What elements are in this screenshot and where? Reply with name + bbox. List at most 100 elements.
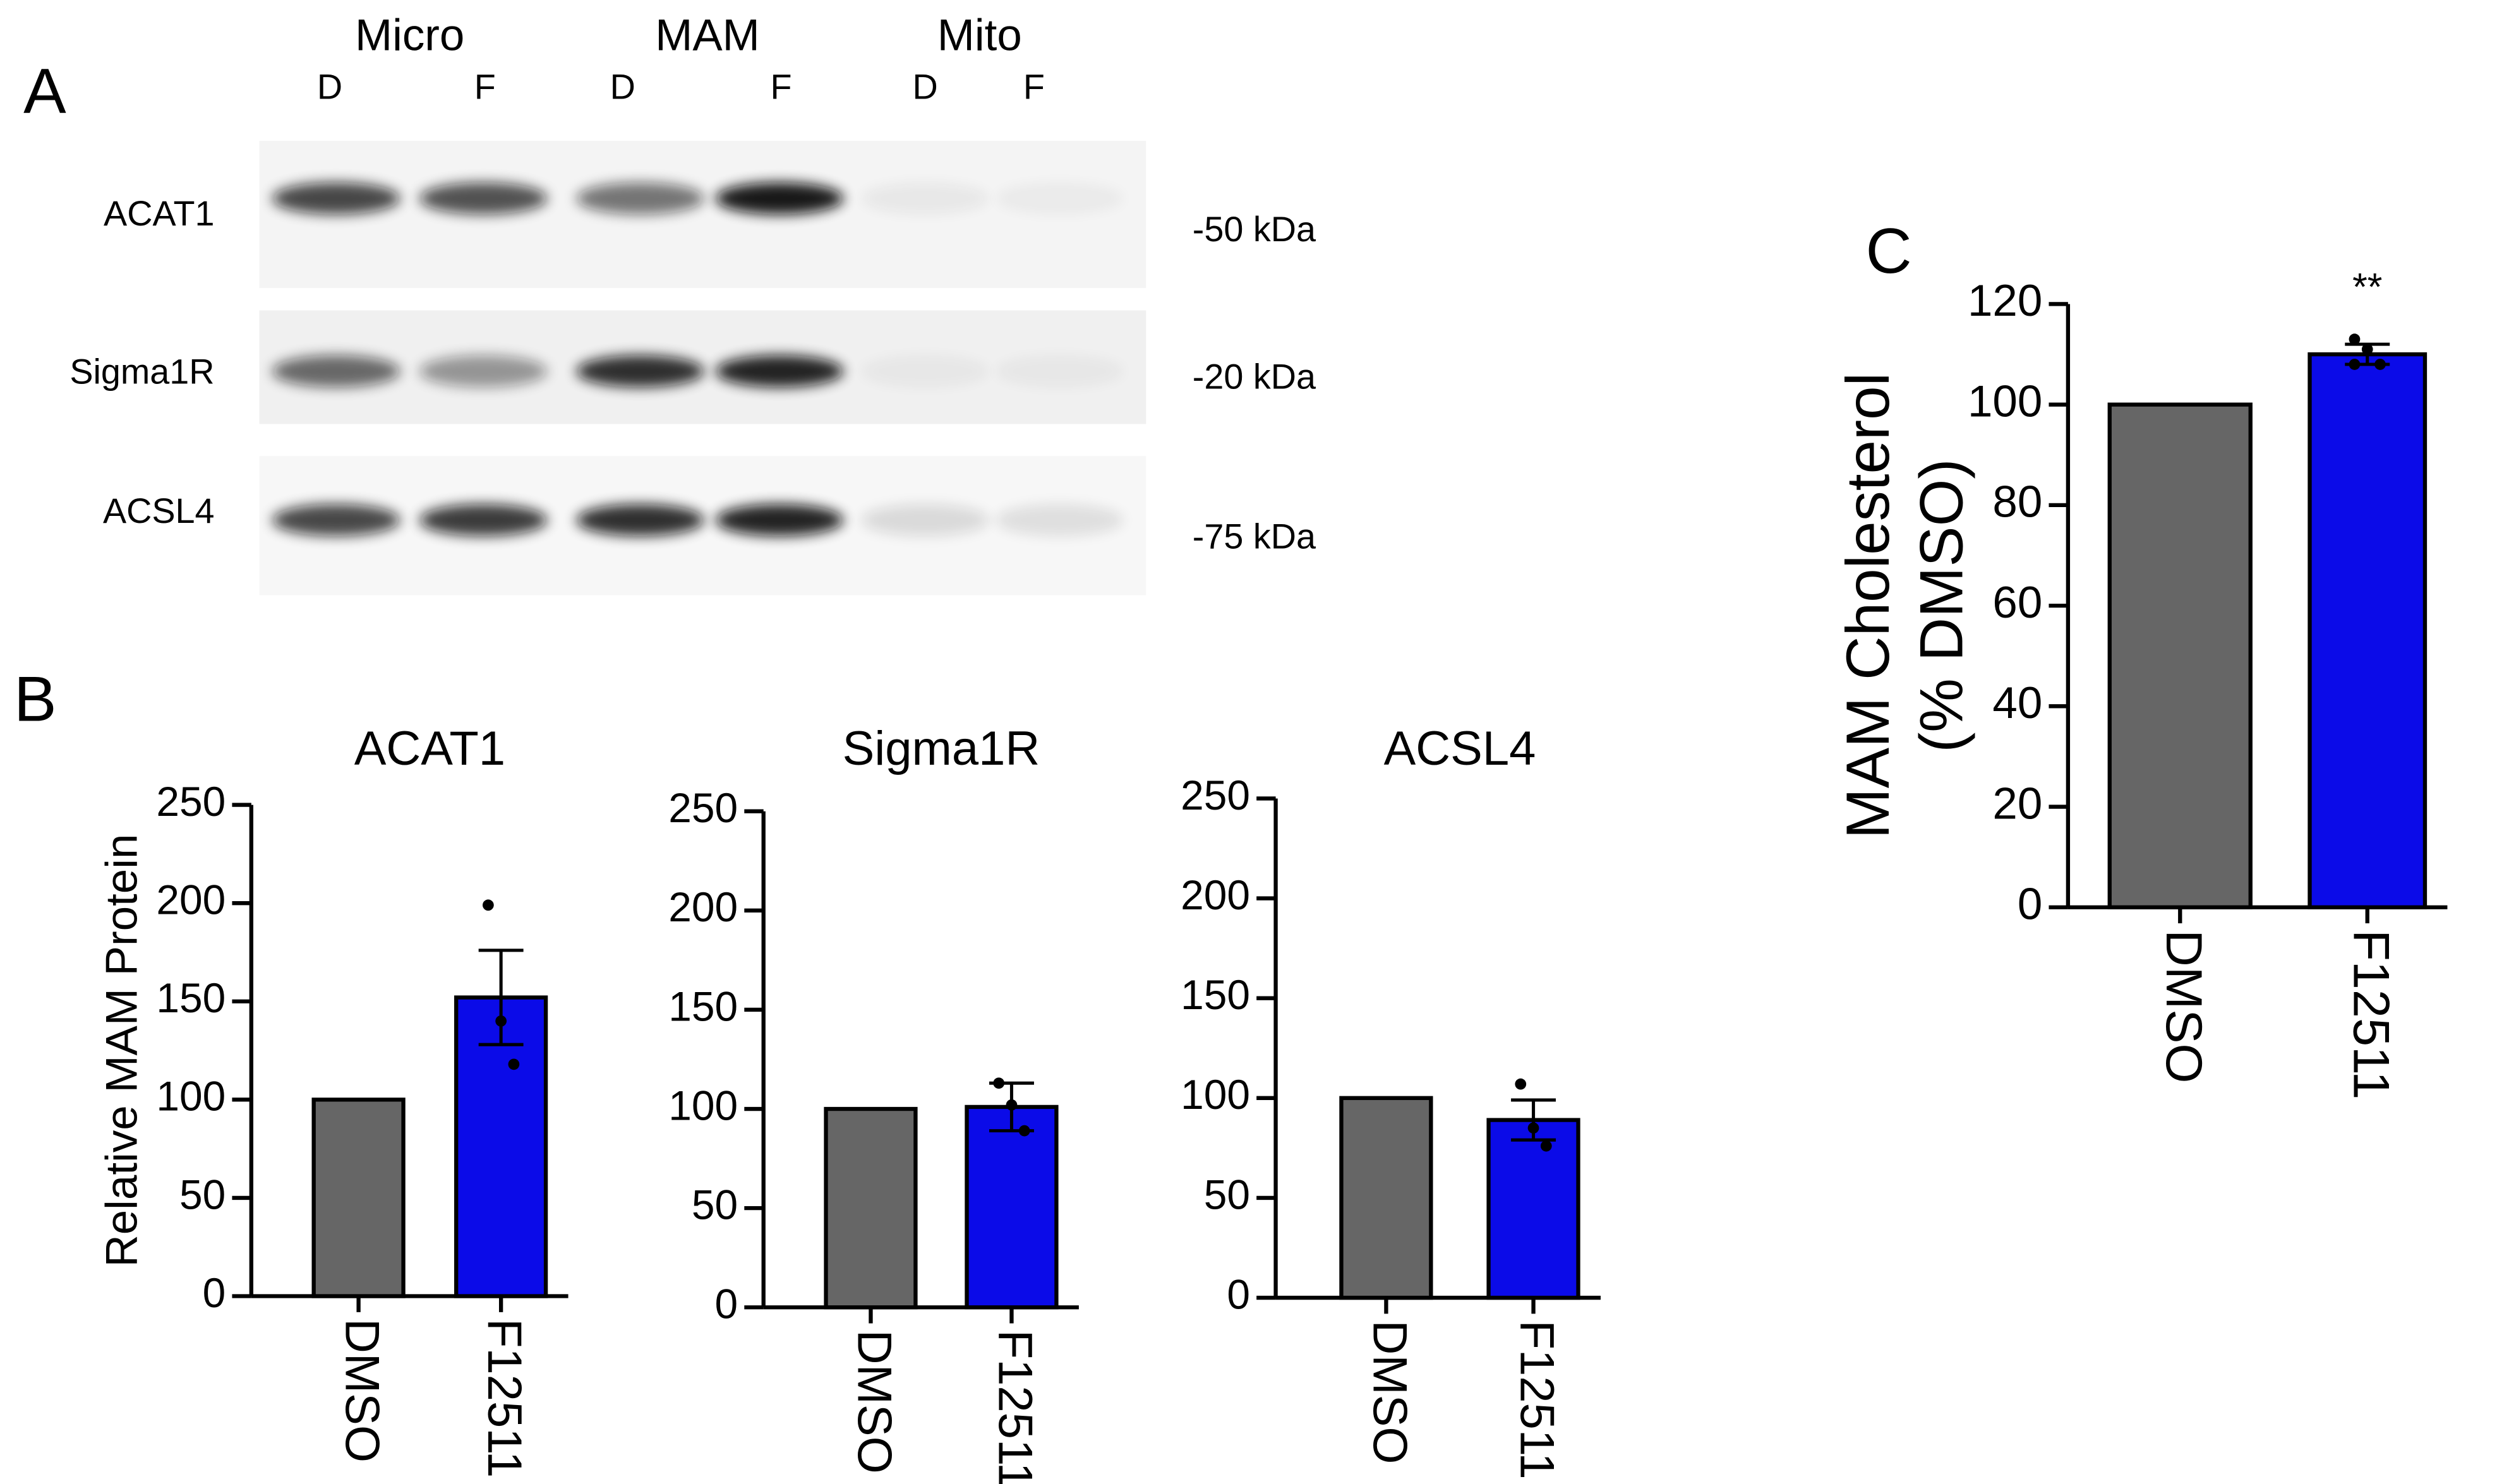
y-tick-label: 60 xyxy=(1992,578,2042,628)
bar xyxy=(824,1106,918,1310)
data-point xyxy=(495,1015,507,1027)
mw-marker: -50 kDa xyxy=(1193,210,1316,249)
blot-band xyxy=(996,504,1124,536)
bar xyxy=(454,995,548,1298)
lane-label: F xyxy=(771,68,792,107)
y-tick-label: 200 xyxy=(668,883,738,930)
y-tick-label: 0 xyxy=(715,1281,738,1327)
chart-title: ACAT1 xyxy=(354,722,505,775)
blot-band xyxy=(272,504,400,536)
y-axis-label: Relative MAM Protein xyxy=(97,834,147,1267)
data-point xyxy=(2349,333,2361,345)
lane-label: D xyxy=(913,68,938,107)
y-tick-label: 150 xyxy=(668,983,738,1029)
x-tick-label: DMSO xyxy=(847,1330,901,1474)
blot-band xyxy=(576,355,704,388)
y-tick-label: 250 xyxy=(156,778,226,825)
y-tick-label: 200 xyxy=(1181,871,1250,918)
chart: 0 50 100 150 200 250 DMSO F12511 ACAT1 Relative M… xyxy=(97,722,569,1478)
lane-group-label: Mito xyxy=(937,11,1022,61)
chart-title: Sigma1R xyxy=(843,722,1040,775)
x-tick-label: F12511 xyxy=(988,1330,1042,1484)
x-tick-label: DMSO xyxy=(335,1319,389,1463)
x-tick-label: DMSO xyxy=(2155,930,2212,1083)
western-blot xyxy=(259,140,1146,595)
blot-band xyxy=(419,504,548,536)
y-tick-label: 120 xyxy=(1968,276,2042,326)
data-point xyxy=(1006,1099,1018,1111)
y-axis-label: MAM Cholesterol xyxy=(1834,373,1902,839)
blot-band xyxy=(715,355,844,388)
y-tick-label: 0 xyxy=(2018,879,2042,929)
bar xyxy=(2107,402,2253,909)
blot-band xyxy=(419,355,548,388)
row-label: Sigma1R xyxy=(69,352,214,392)
chart: 0 50 100 150 200 250 DMSO F12511 ACSL4 xyxy=(1181,722,1601,1480)
y-tick-label: 0 xyxy=(1227,1271,1250,1317)
y-tick-label: 250 xyxy=(1181,772,1250,818)
lane-group-label: Micro xyxy=(355,11,464,61)
lane-label: F xyxy=(1023,68,1045,107)
blot-band xyxy=(576,504,704,536)
chart: 0 20 40 60 80 100 120 DMSO F12511 ** MAM Cholester… xyxy=(1834,265,2448,1099)
bar xyxy=(965,1104,1059,1310)
blot-band xyxy=(576,182,704,215)
bar xyxy=(311,1098,406,1298)
bar xyxy=(1486,1118,1580,1300)
x-tick-label: F12511 xyxy=(1510,1320,1563,1480)
y-tick-label: 250 xyxy=(668,784,738,831)
row-label: ACSL4 xyxy=(103,491,215,530)
data-point xyxy=(2361,344,2373,355)
significance: ** xyxy=(2352,265,2382,308)
y-tick-label: 80 xyxy=(1992,477,2042,527)
lane-label: F xyxy=(474,68,496,107)
x-tick-label: DMSO xyxy=(1363,1320,1416,1464)
data-point xyxy=(993,1077,1005,1089)
data-point xyxy=(508,1058,520,1070)
chart-title: ACSL4 xyxy=(1384,722,1536,775)
y-tick-label: 150 xyxy=(156,974,226,1021)
y-tick-label: 100 xyxy=(1968,376,2042,426)
y-tick-label: 20 xyxy=(1992,779,2042,829)
data-point xyxy=(2349,359,2361,370)
data-point xyxy=(1540,1140,1552,1152)
blot-band xyxy=(272,355,400,388)
bar xyxy=(1339,1096,1433,1300)
y-tick-label: 50 xyxy=(179,1171,226,1218)
y-tick-label: 100 xyxy=(668,1082,738,1128)
blot-band xyxy=(419,182,548,215)
blot-band xyxy=(861,355,989,388)
y-tick-label: 0 xyxy=(203,1269,226,1316)
y-axis-label: (% DMSO) xyxy=(1908,458,1976,752)
panel-label: B xyxy=(14,664,57,735)
y-tick-label: 200 xyxy=(156,877,226,923)
panel-label: A xyxy=(23,56,66,127)
lane-label: D xyxy=(610,68,635,107)
y-tick-label: 100 xyxy=(156,1073,226,1120)
data-point xyxy=(1527,1122,1539,1134)
mw-marker: -75 kDa xyxy=(1193,517,1316,556)
data-point xyxy=(1018,1125,1030,1137)
blot-band xyxy=(861,182,989,215)
mw-marker: -20 kDa xyxy=(1193,357,1316,396)
y-tick-label: 100 xyxy=(1181,1071,1250,1118)
y-tick-label: 50 xyxy=(1204,1171,1250,1218)
panel-label: C xyxy=(1865,215,1911,287)
y-tick-label: 40 xyxy=(1992,678,2042,728)
blot-band xyxy=(715,504,844,536)
blot-band xyxy=(272,182,400,215)
blot-band xyxy=(861,504,989,536)
x-tick-label: F12511 xyxy=(478,1319,531,1478)
blot-band xyxy=(715,182,844,215)
blot-band xyxy=(996,355,1124,388)
lane-label: D xyxy=(317,68,342,107)
bar xyxy=(2307,352,2428,909)
data-point xyxy=(482,899,494,911)
blot-strip xyxy=(259,140,1146,289)
row-label: ACAT1 xyxy=(104,194,215,233)
blot-band xyxy=(996,182,1124,215)
lane-group-label: MAM xyxy=(655,11,760,61)
x-tick-label: F12511 xyxy=(2342,930,2399,1099)
blot-strip xyxy=(259,456,1146,595)
